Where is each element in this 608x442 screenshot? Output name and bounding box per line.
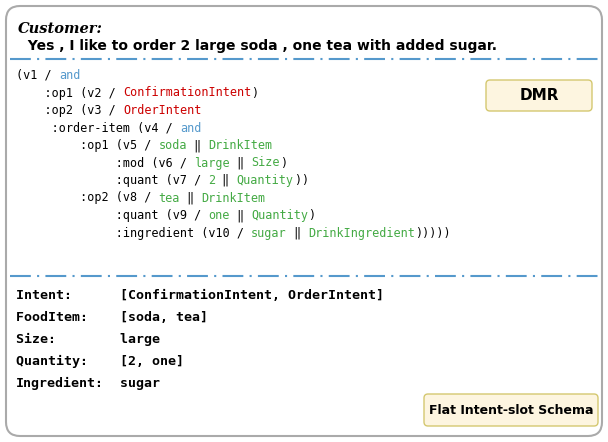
Text: Customer:: Customer:: [18, 22, 103, 36]
Text: large: large: [88, 333, 160, 346]
Text: Intent:: Intent:: [16, 289, 104, 302]
Text: :quant (v7 /: :quant (v7 /: [16, 174, 209, 187]
Text: ): ): [294, 174, 301, 187]
Text: [ConfirmationIntent, OrderIntent]: [ConfirmationIntent, OrderIntent]: [104, 289, 384, 302]
Text: ): ): [280, 156, 287, 169]
Text: :op1 (v5 /: :op1 (v5 /: [16, 139, 159, 152]
Text: DrinkItem: DrinkItem: [209, 139, 272, 152]
Text: 2: 2: [209, 174, 215, 187]
FancyBboxPatch shape: [486, 80, 592, 111]
Text: :op2 (v3 /: :op2 (v3 /: [16, 104, 123, 117]
Text: soda: soda: [159, 139, 187, 152]
Text: [2, one]: [2, one]: [104, 355, 184, 368]
Text: :mod (v6 /: :mod (v6 /: [16, 156, 194, 169]
Text: :op2 (v8 /: :op2 (v8 /: [16, 191, 159, 205]
Text: Size:: Size:: [16, 333, 88, 346]
Text: :quant (v9 /: :quant (v9 /: [16, 209, 209, 222]
FancyBboxPatch shape: [424, 394, 598, 426]
Text: :order-item (v4 /: :order-item (v4 /: [16, 122, 180, 134]
Text: OrderIntent: OrderIntent: [123, 104, 201, 117]
Text: ): ): [301, 174, 308, 187]
Text: ): ): [251, 87, 258, 99]
Text: DrinkItem: DrinkItem: [201, 191, 265, 205]
Text: Flat Intent-slot Schema: Flat Intent-slot Schema: [429, 404, 593, 416]
Text: sugar: sugar: [104, 377, 160, 390]
Text: DMR: DMR: [519, 88, 559, 103]
Text: Size: Size: [251, 156, 280, 169]
Text: :ingredient (v10 /: :ingredient (v10 /: [16, 226, 251, 240]
Text: ))))): ))))): [415, 226, 451, 240]
Text: ): ): [308, 209, 316, 222]
Text: ConfirmationIntent: ConfirmationIntent: [123, 87, 251, 99]
Text: sugar: sugar: [251, 226, 287, 240]
Text: Yes , I like to order 2 large soda , one tea with added sugar.: Yes , I like to order 2 large soda , one…: [18, 39, 497, 53]
Text: :op1 (v2 /: :op1 (v2 /: [16, 87, 123, 99]
Text: large: large: [194, 156, 230, 169]
Text: and: and: [180, 122, 201, 134]
Text: one: one: [209, 209, 230, 222]
Text: Ingredient:: Ingredient:: [16, 377, 104, 390]
Text: ‖: ‖: [180, 191, 201, 205]
Text: ‖: ‖: [230, 209, 251, 222]
Text: FoodItem:: FoodItem:: [16, 311, 104, 324]
Text: Quantity: Quantity: [251, 209, 308, 222]
Text: and: and: [59, 69, 80, 82]
Text: ‖: ‖: [215, 174, 237, 187]
Text: ‖: ‖: [230, 156, 251, 169]
FancyBboxPatch shape: [6, 6, 602, 436]
Text: tea: tea: [159, 191, 180, 205]
Text: DrinkIngredient: DrinkIngredient: [308, 226, 415, 240]
Text: Quantity:: Quantity:: [16, 355, 104, 368]
Text: (v1 /: (v1 /: [16, 69, 59, 82]
Text: [soda, tea]: [soda, tea]: [104, 311, 208, 324]
Text: Quantity: Quantity: [237, 174, 294, 187]
Text: ‖: ‖: [187, 139, 209, 152]
Text: ‖: ‖: [287, 226, 308, 240]
